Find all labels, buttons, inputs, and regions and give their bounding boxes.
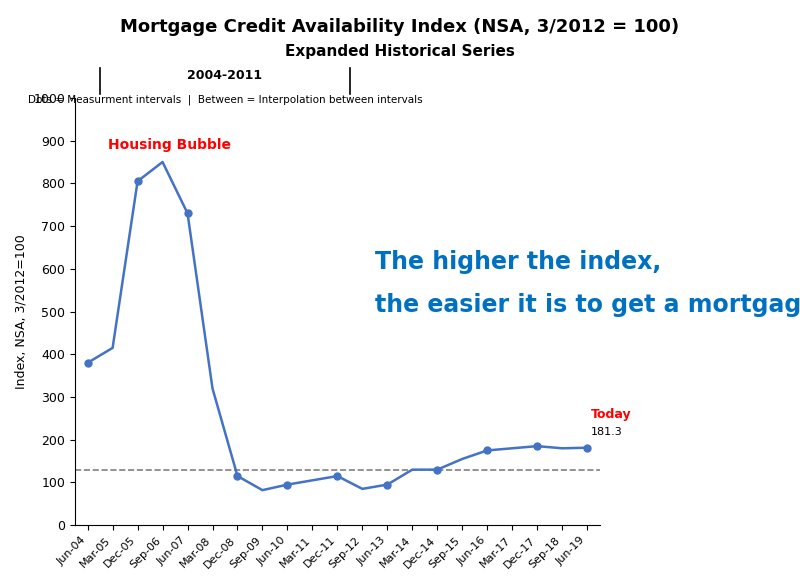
- Y-axis label: Index, NSA, 3/2012=100: Index, NSA, 3/2012=100: [15, 234, 28, 389]
- Text: the easier it is to get a mortgage.: the easier it is to get a mortgage.: [375, 292, 800, 316]
- Text: The higher the index,: The higher the index,: [375, 250, 661, 274]
- Text: Expanded Historical Series: Expanded Historical Series: [285, 44, 515, 59]
- Text: Housing Bubble: Housing Bubble: [108, 138, 230, 152]
- Text: 2004-2011: 2004-2011: [187, 68, 262, 82]
- Text: Mortgage Credit Availability Index (NSA, 3/2012 = 100): Mortgage Credit Availability Index (NSA,…: [121, 18, 679, 36]
- Text: Today: Today: [591, 408, 631, 421]
- Text: Dots = Measurment intervals  |  Between = Interpolation between intervals: Dots = Measurment intervals | Between = …: [28, 94, 422, 105]
- Text: 181.3: 181.3: [591, 428, 622, 438]
